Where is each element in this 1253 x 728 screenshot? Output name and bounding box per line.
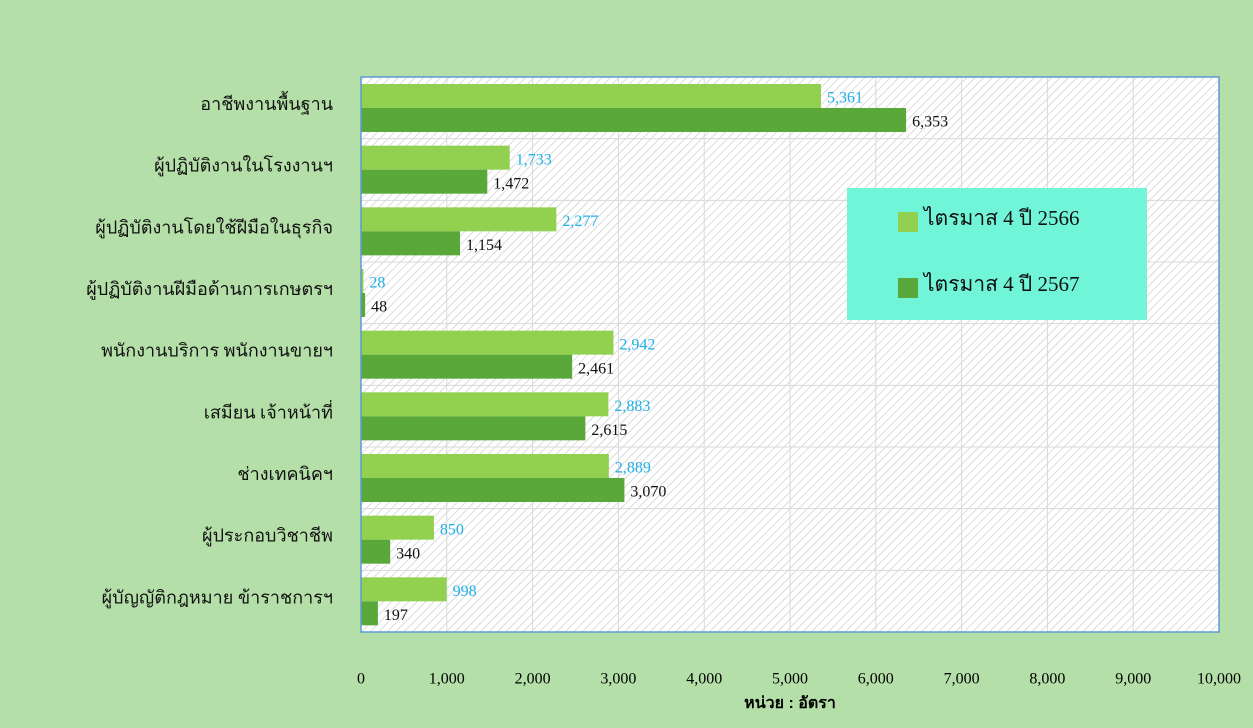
data-label: 850 [440, 521, 464, 538]
x-tick-label: 1,000 [429, 671, 465, 688]
grid [360, 77, 1220, 632]
data-label: 2,889 [615, 460, 651, 477]
legend-label: ไตรมาส 4 ปี 2566 [922, 206, 1080, 230]
bar [361, 169, 488, 194]
data-label: 1,154 [466, 237, 502, 254]
y-tick-label: เสมียน เจ้าหน้าที่ [204, 399, 333, 422]
data-label: 3,070 [630, 484, 666, 501]
x-axis-title: หน่วย : อัตรา [744, 694, 836, 712]
x-tick-label: 10,000 [1197, 671, 1241, 688]
data-label: 998 [453, 583, 477, 600]
bar [361, 577, 447, 602]
bar [361, 354, 573, 379]
data-label: 340 [396, 545, 420, 562]
legend-label: ไตรมาส 4 ปี 2567 [922, 272, 1080, 296]
bar [361, 392, 609, 417]
data-label: 6,353 [912, 114, 948, 131]
x-tick-label: 9,000 [1115, 671, 1151, 688]
legend-swatch [898, 212, 918, 232]
y-tick-label: ผู้บัญญัติกฎหมาย ข้าราชการฯ [102, 587, 333, 608]
data-label: 2,883 [614, 398, 650, 415]
bar [361, 416, 586, 441]
data-label: 48 [371, 299, 387, 316]
bar [361, 539, 391, 564]
data-label: 28 [369, 275, 385, 292]
y-tick-label: ผู้ปฏิบัติงานโดยใช้ฝีมือในธุรกิจ [95, 216, 333, 238]
x-tick-label: 0 [357, 671, 365, 688]
bar [361, 207, 557, 232]
bar [361, 601, 378, 626]
bar [361, 108, 907, 132]
y-tick-label: ผู้ประกอบวิชาชีพ [202, 526, 333, 547]
y-tick-label: ผู้ปฏิบัติงานฝีมือด้านการเกษตรฯ [86, 279, 333, 300]
y-tick-label: ผู้ปฏิบัติงานในโรงงานฯ [154, 155, 333, 177]
bar [361, 145, 510, 170]
data-label: 2,942 [619, 336, 655, 353]
data-label: 2,461 [578, 360, 614, 377]
legend: ไตรมาส 4 ปี 2566 ไตรมาส 4 ปี 2567 [847, 188, 1147, 320]
bar [361, 231, 461, 256]
data-label: 1,733 [516, 151, 552, 168]
data-label: 5,361 [827, 90, 863, 107]
x-tick-label: 4,000 [686, 671, 722, 688]
bar [361, 293, 366, 317]
y-tick-label: พนักงานบริการ พนักงานขายฯ [101, 341, 333, 361]
y-tick-label: อาชีพงานพื้นฐาน [200, 91, 333, 115]
y-tick-label: ช่างเทคนิคฯ [237, 464, 333, 484]
bar [361, 454, 609, 478]
data-label: 197 [384, 607, 408, 624]
bars: 5,361 6,353 1,733 1,472 2,277 1,154 28 48 2,942 2… [361, 84, 948, 626]
x-tick-label: 6,000 [858, 671, 894, 688]
data-label: 2,615 [591, 422, 627, 439]
x-tick-label: 2,000 [515, 671, 551, 688]
legend-swatch [898, 278, 918, 298]
x-tick-label: 8,000 [1029, 671, 1065, 688]
data-label: 2,277 [562, 213, 598, 230]
data-label: 1,472 [493, 175, 529, 192]
x-tick-label: 3,000 [600, 671, 636, 688]
bar [361, 478, 625, 502]
bar [361, 84, 821, 108]
legend-box [847, 188, 1147, 320]
bar [361, 330, 614, 355]
bar [361, 269, 364, 293]
plot-border [360, 76, 1220, 633]
x-tick-label: 5,000 [772, 671, 808, 688]
x-tick-label: 7,000 [944, 671, 980, 688]
bar [361, 515, 434, 540]
